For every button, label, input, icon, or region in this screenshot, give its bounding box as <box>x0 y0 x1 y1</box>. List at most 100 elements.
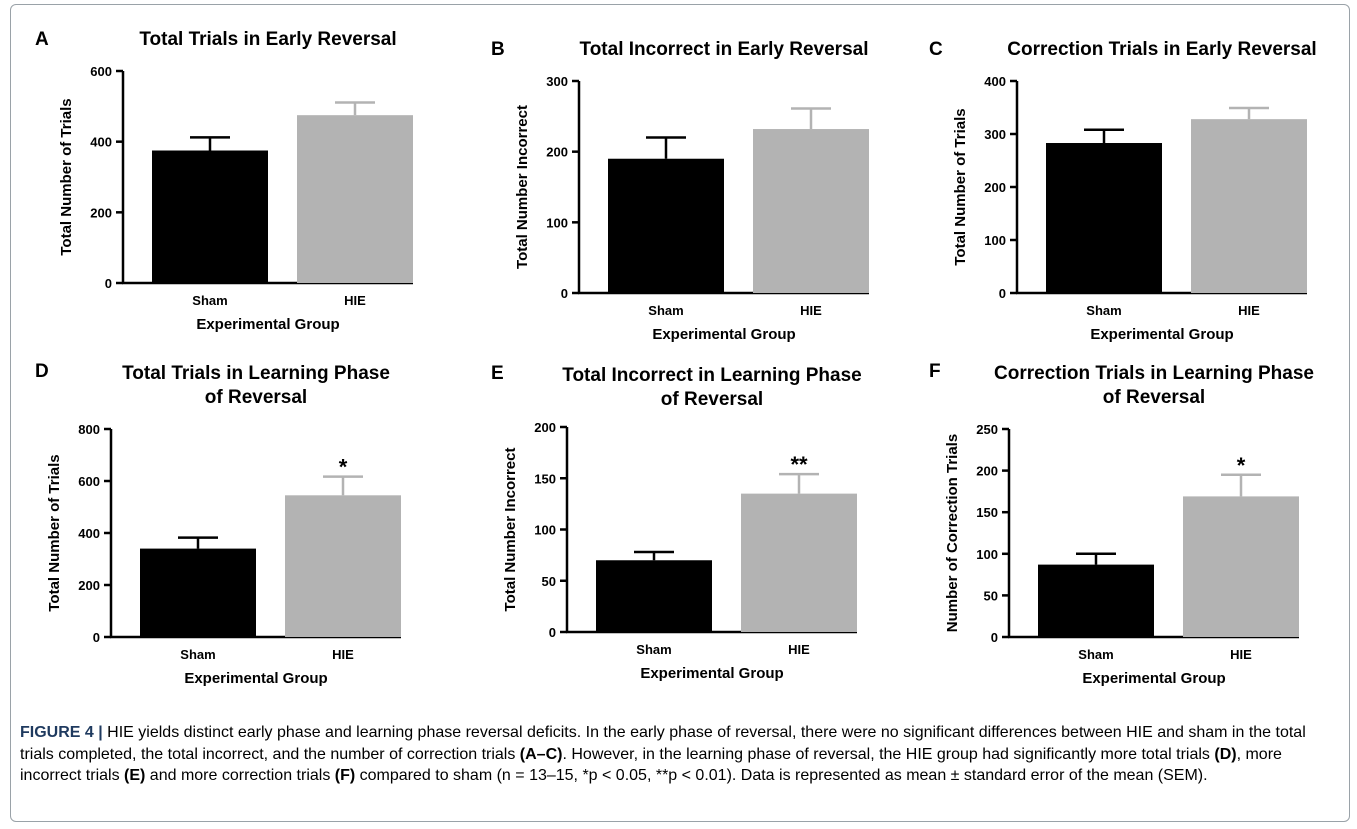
y-tick-label: 50 <box>984 588 998 603</box>
x-tick-label: Sham <box>636 642 671 657</box>
caption-text-3: , more incorrect trials <box>20 745 1282 785</box>
y-tick-label: 100 <box>546 215 568 230</box>
chart-title: of Reversal <box>661 389 763 410</box>
panel-label: F <box>929 361 941 382</box>
y-tick-label: 150 <box>534 471 556 486</box>
chart-title: Correction Trials in Learning Phase <box>994 363 1314 384</box>
y-tick-label: 400 <box>78 526 100 541</box>
chart-svg: B Total Incorrect in Early Reversal 0 100 20… <box>491 39 869 343</box>
figure-frame: A Total Trials in Early Reversal 0 200 400 60… <box>10 4 1350 822</box>
bar-sham <box>1038 564 1154 637</box>
chart-title: of Reversal <box>1103 387 1205 408</box>
x-axis-label: Experimental Group <box>184 670 327 687</box>
charts-area: A Total Trials in Early Reversal 0 200 400 60… <box>11 5 1357 705</box>
caption-text-4: and more correction trials <box>145 767 335 784</box>
chart-title: of Reversal <box>205 387 307 408</box>
y-axis-label: Number of Correction Trials <box>944 434 961 632</box>
y-axis-label: Total Number Incorrect <box>502 448 519 612</box>
chart-panel-a: A Total Trials in Early Reversal 0 200 400 60… <box>29 23 469 363</box>
caption-ref-d: (D) <box>1214 745 1237 763</box>
bar-hie <box>285 495 401 637</box>
panel-label: C <box>929 39 943 60</box>
x-tick-label: Sham <box>648 303 683 318</box>
bar-sham <box>1046 143 1162 293</box>
y-tick-label: 800 <box>78 422 100 437</box>
x-tick-label: Sham <box>1078 647 1113 662</box>
x-tick-label: HIE <box>332 647 354 662</box>
y-tick-label: 150 <box>976 505 998 520</box>
x-tick-label: HIE <box>344 293 366 308</box>
figure-caption: FIGURE 4 | HIE yields distinct early pha… <box>20 722 1338 787</box>
chart-title: Total Trials in Learning Phase <box>122 363 390 384</box>
chart-title: Total Incorrect in Early Reversal <box>580 39 869 60</box>
chart-title: Correction Trials in Early Reversal <box>1007 39 1316 60</box>
x-tick-label: HIE <box>1230 647 1252 662</box>
y-tick-label: 600 <box>78 474 100 489</box>
bar-sham <box>140 548 256 637</box>
chart-svg: C Correction Trials in Early Reversal 0 100… <box>929 39 1317 343</box>
chart-svg: F Correction Trials in Learning Phase of R… <box>929 361 1314 687</box>
y-tick-label: 0 <box>561 286 568 301</box>
y-tick-label: 200 <box>78 578 100 593</box>
caption-ref-f: (F) <box>334 767 356 784</box>
y-tick-label: 100 <box>984 233 1006 248</box>
x-axis-label: Experimental Group <box>640 665 783 682</box>
y-tick-label: 0 <box>105 276 112 291</box>
chart-svg: A Total Trials in Early Reversal 0 200 400 60… <box>35 29 413 333</box>
x-tick-label: HIE <box>1238 303 1260 318</box>
significance-marker: ** <box>790 452 808 477</box>
chart-title: Total Trials in Early Reversal <box>139 29 396 50</box>
x-axis-label: Experimental Group <box>196 316 339 333</box>
y-tick-label: 200 <box>976 464 998 479</box>
figure-label: FIGURE 4 | <box>20 724 103 741</box>
bar-sham <box>596 560 712 632</box>
y-axis-label: Total Number Incorrect <box>514 105 531 269</box>
y-axis-label: Total Number of Trials <box>58 98 75 255</box>
chart-svg: D Total Trials in Learning Phase of Revers… <box>35 361 401 687</box>
bar-sham <box>152 150 268 283</box>
caption-ref-e: (E) <box>124 767 146 784</box>
x-axis-label: Experimental Group <box>652 326 795 343</box>
y-tick-label: 0 <box>991 630 998 645</box>
y-tick-label: 200 <box>534 420 556 435</box>
x-tick-label: HIE <box>788 642 810 657</box>
y-axis-label: Total Number of Trials <box>46 454 63 611</box>
caption-text-1: HIE yields distinct early phase and lear… <box>20 724 1306 763</box>
x-tick-label: Sham <box>1086 303 1121 318</box>
x-tick-label: Sham <box>192 293 227 308</box>
bar-sham <box>608 158 724 293</box>
chart-panel-f: F Correction Trials in Learning Phase of R… <box>923 355 1357 695</box>
y-tick-label: 400 <box>984 74 1006 89</box>
x-tick-label: HIE <box>800 303 822 318</box>
y-tick-label: 200 <box>984 180 1006 195</box>
y-tick-label: 0 <box>999 286 1006 301</box>
panel-label: A <box>35 29 49 50</box>
y-tick-label: 400 <box>90 135 112 150</box>
chart-panel-c: C Correction Trials in Early Reversal 0 100… <box>923 33 1357 373</box>
panel-label: E <box>491 363 504 384</box>
y-tick-label: 200 <box>546 145 568 160</box>
y-tick-label: 300 <box>984 127 1006 142</box>
panel-label: B <box>491 39 505 60</box>
caption-ref-a-c: (A–C) <box>519 745 563 763</box>
caption-text-2: . However, in the learning phase of reve… <box>562 745 1215 763</box>
y-tick-label: 50 <box>542 574 556 589</box>
y-axis-label: Total Number of Trials <box>952 108 969 265</box>
x-axis-label: Experimental Group <box>1082 670 1225 687</box>
y-tick-label: 100 <box>976 547 998 562</box>
y-tick-label: 200 <box>90 205 112 220</box>
chart-title: Total Incorrect in Learning Phase <box>562 365 862 386</box>
y-tick-label: 600 <box>90 64 112 79</box>
y-tick-label: 250 <box>976 422 998 437</box>
x-axis-label: Experimental Group <box>1090 326 1233 343</box>
bar-hie <box>1191 119 1307 293</box>
y-tick-label: 0 <box>93 630 100 645</box>
chart-svg: E Total Incorrect in Learning Phase of Rev… <box>491 363 862 682</box>
y-tick-label: 100 <box>534 523 556 538</box>
bar-hie <box>753 129 869 293</box>
significance-marker: * <box>1237 453 1246 478</box>
chart-panel-d: D Total Trials in Learning Phase of Revers… <box>29 355 469 695</box>
bar-hie <box>297 115 413 284</box>
y-tick-label: 300 <box>546 74 568 89</box>
x-tick-label: Sham <box>180 647 215 662</box>
